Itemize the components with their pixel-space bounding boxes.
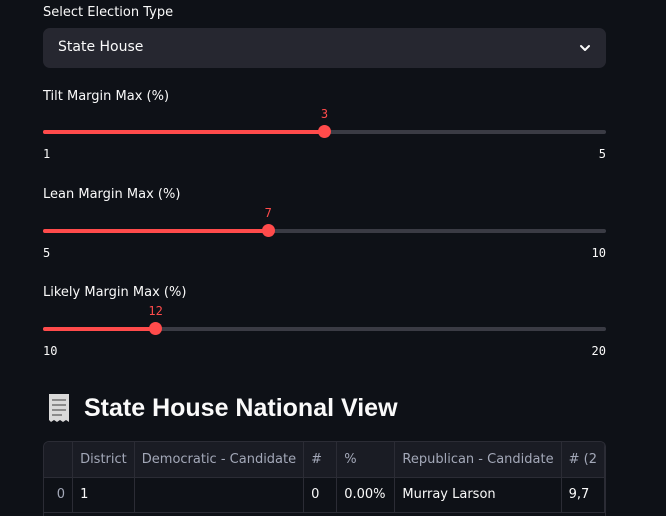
slider-min: 1 — [43, 147, 51, 161]
column-header-dem-candidate[interactable]: Democratic - Candidate — [134, 442, 305, 478]
slider-fill — [43, 327, 156, 331]
likely-margin-slider[interactable]: 12 10 20 — [43, 304, 606, 387]
row-index: 0 — [44, 477, 74, 513]
cell-dem-votes[interactable]: 0 — [303, 477, 338, 513]
cell-district[interactable]: 1 — [72, 477, 135, 513]
slider-max: 5 — [598, 147, 606, 161]
cell-rep-votes[interactable]: 9,7 — [561, 477, 605, 513]
likely-margin-label: Likely Margin Max (%) — [43, 285, 187, 300]
column-header-index[interactable] — [44, 442, 74, 478]
column-header-rep-candidate[interactable]: Republican - Candidate — [394, 442, 562, 478]
slider-max: 10 — [591, 246, 606, 260]
table-header-row: District Democratic - Candidate # % Repu… — [44, 442, 605, 478]
lean-margin-label: Lean Margin Max (%) — [43, 187, 181, 202]
election-type-value: State House — [58, 39, 144, 55]
slider-value: 12 — [148, 304, 163, 318]
column-header-rep-votes[interactable]: # (2 — [561, 442, 605, 478]
tilt-margin-label: Tilt Margin Max (%) — [43, 89, 170, 104]
cell-rep-candidate[interactable]: Murray Larson — [394, 477, 562, 513]
column-header-dem-votes[interactable]: # — [303, 442, 338, 478]
slider-value: 3 — [320, 107, 329, 121]
cell-dem-pct[interactable]: 0.00% — [336, 477, 396, 513]
slider-min: 10 — [43, 344, 58, 358]
column-header-dem-pct[interactable]: % — [336, 442, 396, 478]
table-row[interactable]: 0 1 0 0.00% Murray Larson 9,7 — [44, 477, 605, 513]
slider-fill — [43, 229, 269, 233]
slider-fill — [43, 130, 325, 134]
tilt-margin-slider[interactable]: 3 1 5 — [43, 107, 606, 190]
election-type-label: Select Election Type — [43, 5, 174, 20]
slider-track — [43, 229, 606, 233]
slider-max: 20 — [591, 344, 606, 358]
cell-dem-candidate[interactable] — [134, 477, 305, 513]
section-heading: State House National View — [46, 392, 398, 424]
lean-margin-slider[interactable]: 7 5 10 — [43, 206, 606, 289]
slider-thumb[interactable] — [149, 322, 163, 335]
election-type-select[interactable]: State House — [43, 28, 606, 68]
slider-thumb[interactable] — [318, 125, 331, 138]
slider-value: 7 — [264, 206, 272, 220]
section-title: State House National View — [84, 393, 398, 422]
slider-thumb[interactable] — [261, 224, 275, 237]
receipt-icon — [49, 394, 69, 422]
column-header-district[interactable]: District — [72, 442, 135, 478]
results-table[interactable]: District Democratic - Candidate # % Repu… — [43, 441, 606, 516]
slider-min: 5 — [43, 246, 51, 260]
chevron-down-icon — [580, 45, 590, 51]
slider-track — [43, 327, 606, 331]
